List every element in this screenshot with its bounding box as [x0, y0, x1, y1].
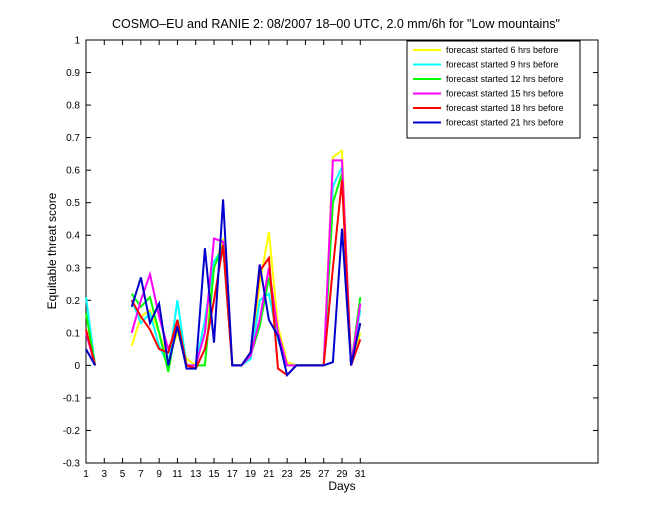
series-lines [85, 148, 362, 378]
x-axis-label: Days [328, 479, 355, 493]
y-tick-label: 0.7 [66, 133, 80, 144]
y-tick-label: 0.3 [66, 263, 80, 274]
x-tick-label: 9 [156, 469, 162, 480]
x-tick-label: 7 [138, 469, 144, 480]
legend: forecast started 6 hrs before forecast st… [406, 40, 581, 139]
x-tick-label: 29 [336, 469, 348, 480]
y-tick-label: 0 [74, 361, 80, 372]
y-tick-label: 0.4 [66, 231, 80, 242]
legend-label: forecast started 9 hrs before [446, 60, 559, 70]
y-tick-label: 0.1 [66, 328, 80, 339]
axis-ticks: 1 3 5 7 9 11 13 15 17 19 21 23 25 27 29 31-0.3-0.2-0.10… [63, 36, 598, 480]
series-line-6 [85, 199, 362, 378]
x-tick-label: 17 [227, 469, 239, 480]
x-tick-label: 19 [245, 469, 257, 480]
x-tick-label: 13 [190, 469, 202, 480]
legend-label: forecast started 21 hrs before [446, 118, 564, 128]
legend-label: forecast started 12 hrs before [446, 74, 564, 84]
x-tick-label: 5 [120, 469, 126, 480]
x-tick-label: 31 [355, 469, 367, 480]
y-tick-label: 0.9 [66, 68, 80, 79]
x-tick-label: 15 [208, 469, 220, 480]
y-tick-label: -0.1 [63, 393, 81, 404]
y-tick-label: 0.2 [66, 296, 80, 307]
x-tick-label: 3 [102, 469, 108, 480]
y-axis-label: Equitable threat score [45, 192, 59, 309]
x-tick-label: 11 [172, 469, 183, 480]
y-tick-label: -0.3 [63, 459, 81, 470]
x-tick-label: 21 [263, 469, 275, 480]
x-tick-label: 23 [282, 469, 294, 480]
x-tick-label: 27 [318, 469, 330, 480]
y-tick-label: 0.8 [66, 101, 80, 112]
y-tick-label: 0.5 [66, 198, 80, 209]
legend-label: forecast started 15 hrs before [446, 89, 564, 99]
x-tick-label: 25 [300, 469, 312, 480]
legend-label: forecast started 6 hrs before [446, 45, 559, 55]
y-tick-label: 1 [74, 36, 80, 47]
chart-title: COSMO–EU and RANIE 2: 08/2007 18–00 UTC,… [112, 17, 560, 31]
y-tick-label: -0.2 [63, 426, 81, 437]
legend-label: forecast started 18 hrs before [446, 103, 564, 113]
x-tick-label: 1 [83, 469, 89, 480]
y-tick-label: 0.6 [66, 166, 80, 177]
